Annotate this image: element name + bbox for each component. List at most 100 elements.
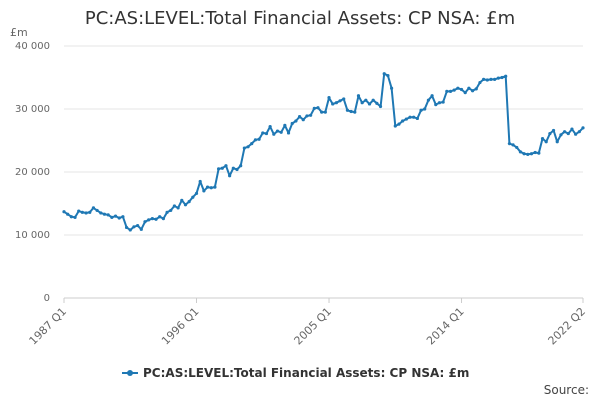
data-point	[489, 77, 493, 81]
data-point	[349, 109, 353, 114]
data-point	[389, 86, 394, 90]
data-point	[500, 75, 504, 80]
data-point	[268, 125, 272, 129]
data-point	[386, 74, 390, 78]
data-point	[375, 101, 379, 105]
data-point	[84, 211, 88, 215]
data-point	[518, 150, 523, 154]
data-point	[250, 142, 254, 146]
data-point	[522, 152, 526, 156]
data-point	[470, 89, 475, 93]
data-point	[566, 131, 570, 136]
data-point	[80, 210, 85, 214]
data-point	[551, 128, 556, 133]
data-point	[408, 115, 412, 119]
chart-title: PC:AS:LEVEL:Total Financial Assets: CP N…	[85, 8, 515, 29]
data-point	[393, 124, 397, 128]
data-point	[448, 89, 453, 93]
data-point	[161, 217, 165, 221]
data-point	[275, 129, 280, 133]
data-point	[430, 94, 434, 98]
data-point	[139, 227, 143, 231]
data-point	[180, 198, 184, 202]
data-point	[91, 206, 96, 210]
series-layer	[62, 72, 585, 232]
data-point	[360, 101, 364, 105]
x-tick-label: 2022 Q2	[546, 305, 589, 348]
data-point	[382, 72, 386, 76]
data-point	[356, 94, 361, 98]
data-point	[437, 101, 442, 105]
data-point	[113, 214, 118, 218]
data-point	[452, 88, 456, 92]
legend-dot-marker	[127, 370, 133, 376]
data-point	[246, 145, 250, 149]
data-point	[423, 107, 427, 111]
data-point	[290, 121, 294, 126]
data-point	[515, 145, 519, 150]
data-point	[504, 74, 508, 78]
data-point	[507, 142, 511, 146]
data-point	[110, 215, 114, 219]
data-point	[191, 195, 195, 199]
legend-label: PC:AS:LEVEL:Total Financial Assets: CP N…	[143, 366, 469, 380]
data-point	[150, 217, 154, 221]
data-point	[77, 209, 81, 213]
y-tick-label: 20 000	[15, 167, 50, 178]
data-point	[165, 210, 169, 214]
data-point	[334, 101, 338, 105]
data-point	[445, 89, 449, 93]
data-point	[555, 140, 559, 144]
data-point	[559, 133, 563, 137]
data-point	[198, 179, 202, 184]
gridlines: 0 10 000 20 000 30 000 40 000	[15, 41, 583, 304]
data-point	[415, 116, 419, 121]
data-point	[88, 210, 92, 214]
data-point	[353, 110, 357, 114]
data-point	[544, 140, 548, 144]
y-tick-label: 30 000	[15, 104, 50, 115]
data-point	[342, 97, 346, 101]
data-point	[95, 208, 99, 213]
data-point	[136, 223, 140, 228]
data-point	[581, 126, 585, 130]
legend[interactable]: PC:AS:LEVEL:Total Financial Assets: CP N…	[122, 366, 469, 380]
data-point	[143, 220, 147, 224]
data-point	[253, 138, 258, 142]
data-point	[419, 108, 423, 112]
data-point	[441, 100, 445, 104]
data-point	[231, 166, 235, 170]
data-point	[169, 208, 173, 213]
data-point	[316, 106, 320, 110]
data-point	[172, 204, 177, 208]
data-point	[364, 98, 368, 102]
data-point	[228, 174, 232, 178]
data-point	[305, 114, 309, 118]
data-point	[216, 167, 221, 171]
data-point	[294, 119, 298, 123]
data-point	[485, 78, 489, 82]
data-point	[401, 119, 405, 123]
data-point	[371, 98, 375, 102]
x-tick-label: 2014 Q1	[424, 305, 467, 348]
data-point	[106, 213, 110, 217]
data-point	[540, 137, 545, 141]
data-point	[478, 80, 482, 85]
y-tick-label: 40 000	[15, 41, 50, 52]
data-point	[283, 123, 287, 127]
data-point	[205, 185, 210, 189]
data-point	[261, 131, 265, 135]
data-point	[570, 127, 574, 131]
data-point	[297, 114, 302, 119]
data-point	[154, 217, 158, 221]
data-point	[459, 87, 464, 92]
data-point	[548, 131, 552, 136]
data-point	[239, 164, 243, 168]
data-point	[367, 102, 372, 106]
data-point	[147, 218, 151, 222]
data-point	[426, 98, 431, 102]
data-point	[526, 152, 530, 156]
data-point	[467, 86, 471, 90]
